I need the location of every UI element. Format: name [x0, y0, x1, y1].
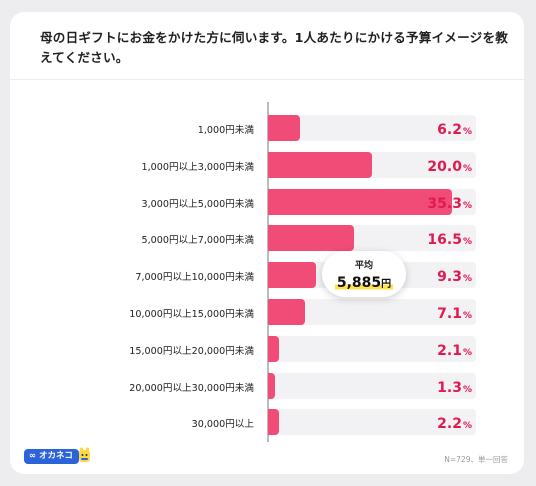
okaneko-logo: ∞ オカネコ: [24, 449, 79, 464]
bar: [268, 188, 452, 215]
value-number: 16.5: [427, 232, 462, 249]
average-value-highlight: 5,885円: [334, 275, 394, 291]
average-badge: 平均 5,885円: [322, 251, 406, 297]
value-unit: %: [462, 311, 472, 321]
value-number: 2.1: [437, 342, 462, 359]
bar: [268, 372, 275, 399]
category-label: 10,000円以上15,000円未満: [129, 309, 254, 320]
average-value: 5,885: [336, 275, 382, 291]
value-unit: %: [462, 163, 472, 174]
bar-track: [268, 409, 476, 436]
value-label: 2.1%: [437, 340, 472, 359]
value-unit: %: [462, 384, 472, 395]
category-label: 15,000円以上20,000円未満: [129, 345, 254, 357]
bar-track: [268, 372, 476, 399]
bar: [268, 299, 305, 325]
value-number: 35.3: [427, 195, 462, 212]
category-axis-line: [267, 102, 269, 442]
value-label: 16.5%: [427, 229, 472, 248]
value-number: 6.2: [437, 122, 462, 138]
bar: [268, 335, 279, 362]
average-label: 平均: [354, 261, 373, 271]
chart-title: 母の日ギフトにお金をかけた方に伺います。1人あたりにかける予算イメージを教えてく…: [40, 30, 509, 65]
bar: [268, 409, 280, 436]
category-label: 5,000円以上7,000円未満: [141, 235, 255, 247]
value-label: 20.0%: [427, 156, 472, 175]
value-label: 9.3%: [437, 266, 472, 285]
mascot-icon: [79, 447, 90, 462]
bar-track: [268, 115, 476, 141]
value-number: 7.1: [437, 306, 462, 322]
value-label: 7.1%: [437, 303, 472, 322]
bar: [268, 225, 354, 252]
value-number: 20.0: [427, 158, 462, 175]
category-label: 30,000円以上: [191, 419, 254, 431]
value-label: 35.3%: [427, 193, 472, 212]
sample-note: N=729、単一回答: [444, 455, 508, 464]
value-unit: %: [462, 347, 472, 358]
bar: [268, 262, 317, 289]
value-unit: %: [462, 200, 472, 211]
average-unit: 円: [381, 279, 392, 290]
value-number: 9.3: [437, 269, 462, 286]
value-label: 2.2%: [437, 413, 472, 432]
bar: [268, 115, 301, 141]
category-label: 20,000円以上30,000円未満: [129, 382, 254, 394]
category-label: 3,000円以上5,000円未満: [141, 198, 255, 210]
value-unit: %: [462, 127, 472, 137]
category-label: 1,000円未満: [197, 125, 254, 136]
value-number: 1.3: [437, 379, 462, 396]
value-unit: %: [462, 274, 472, 285]
value-unit: %: [462, 421, 472, 432]
bar: [268, 151, 372, 178]
title-divider: [10, 79, 524, 80]
value-unit: %: [462, 237, 472, 248]
value-label: 1.3%: [437, 377, 472, 396]
category-label: 7,000円以上10,000円未満: [135, 272, 254, 284]
value-number: 2.2: [437, 416, 462, 433]
bar-track: [268, 335, 476, 362]
value-label: 6.2%: [437, 119, 472, 138]
category-label: 1,000円以上3,000円未満: [141, 161, 255, 173]
